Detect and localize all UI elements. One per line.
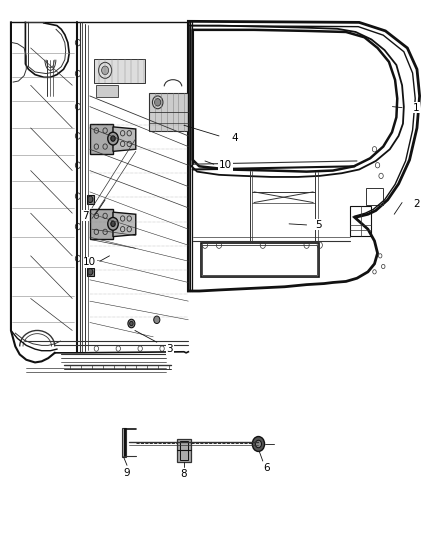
Text: 2: 2 (413, 199, 420, 208)
Circle shape (108, 132, 118, 145)
Bar (180, 441, 188, 460)
Polygon shape (87, 268, 94, 276)
Circle shape (130, 321, 133, 326)
Polygon shape (113, 212, 136, 237)
Bar (366, 188, 383, 205)
Text: 1: 1 (413, 103, 420, 112)
Text: 3: 3 (166, 344, 173, 354)
Circle shape (255, 440, 261, 448)
Circle shape (111, 136, 115, 141)
Polygon shape (90, 209, 113, 239)
Text: 6: 6 (263, 463, 270, 473)
Circle shape (108, 217, 118, 230)
Circle shape (102, 66, 109, 75)
Polygon shape (87, 195, 94, 204)
Text: 10: 10 (83, 257, 96, 267)
Text: 8: 8 (180, 470, 187, 479)
Polygon shape (113, 127, 136, 151)
Circle shape (128, 319, 135, 328)
Text: 7: 7 (82, 211, 89, 221)
Bar (122, 428, 126, 457)
Text: 10: 10 (219, 160, 232, 170)
Bar (350, 206, 371, 236)
Circle shape (155, 99, 161, 106)
Polygon shape (96, 85, 118, 97)
Bar (201, 243, 319, 277)
Text: 4: 4 (231, 133, 238, 142)
Circle shape (88, 269, 93, 275)
Bar (177, 439, 191, 462)
Polygon shape (90, 124, 113, 154)
Circle shape (154, 316, 160, 324)
Text: 5: 5 (315, 220, 322, 230)
Circle shape (88, 196, 93, 203)
Circle shape (252, 437, 265, 451)
Bar (202, 245, 317, 275)
Circle shape (111, 221, 115, 227)
Polygon shape (94, 59, 145, 83)
Polygon shape (149, 93, 188, 131)
Text: 9: 9 (124, 468, 131, 478)
